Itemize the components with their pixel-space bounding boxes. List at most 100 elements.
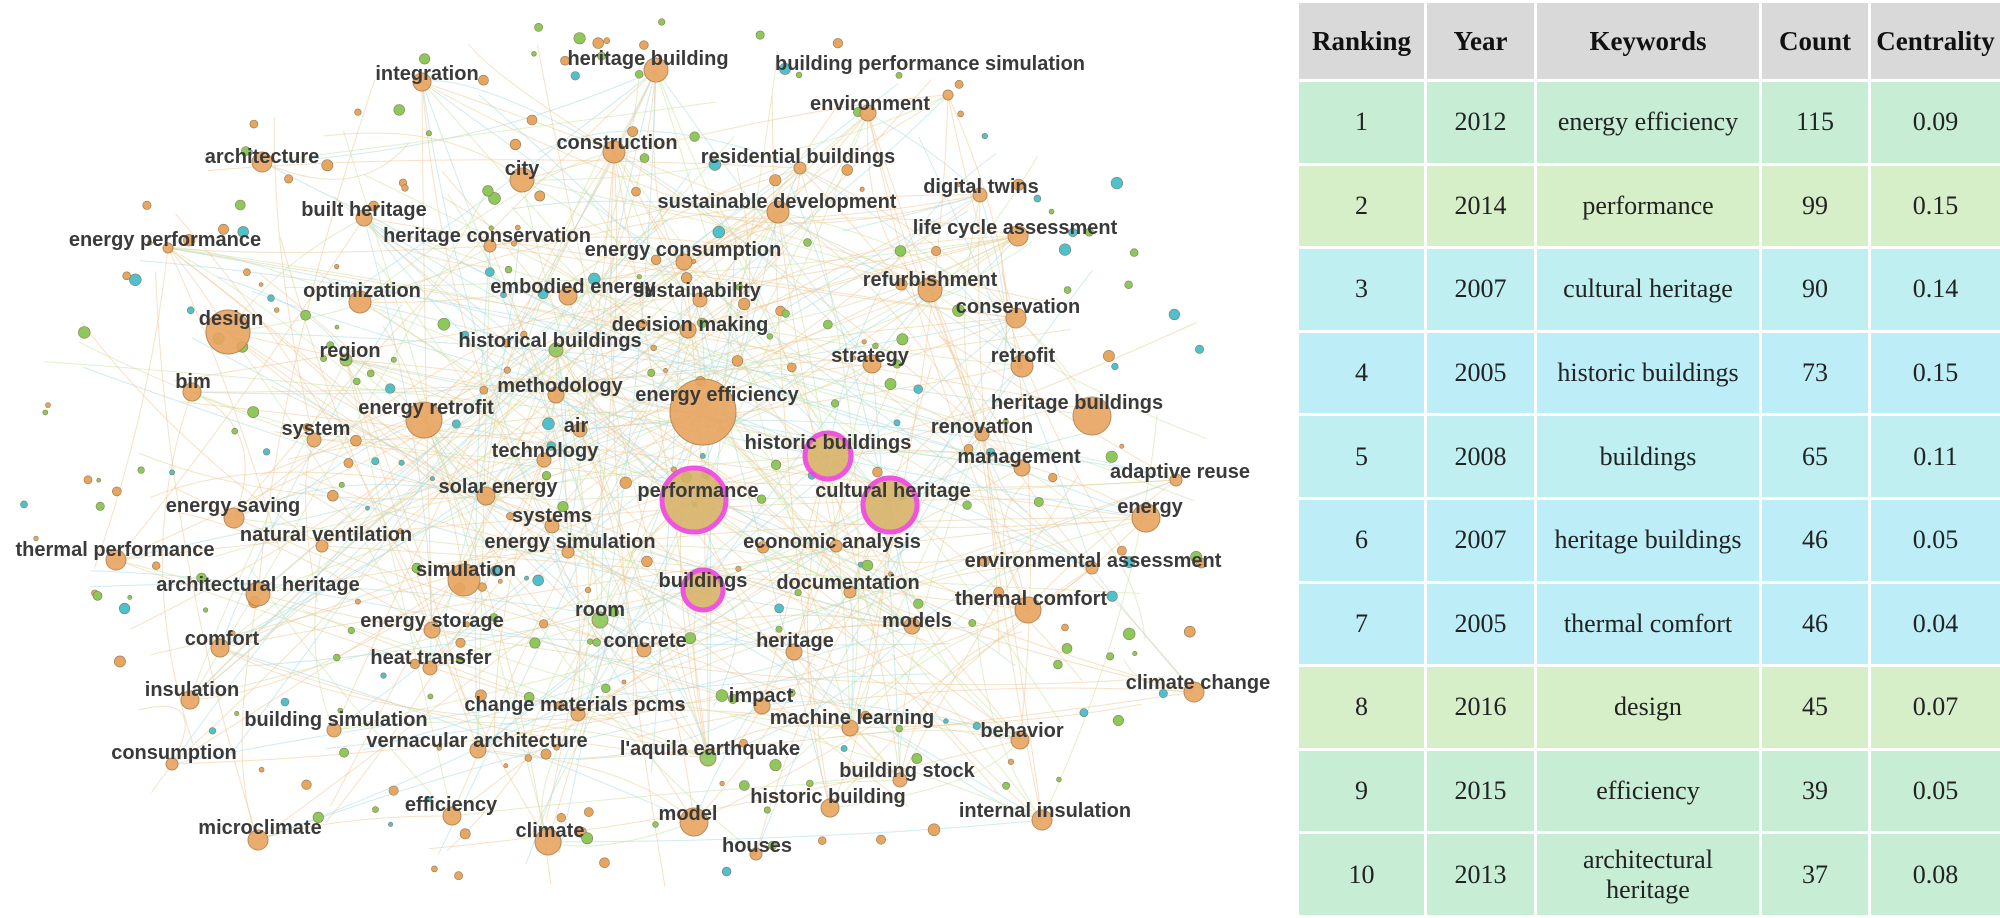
keyword-label: architecture [205, 146, 320, 168]
keyword-label: climate change [1126, 672, 1271, 694]
network-minor-node [851, 355, 857, 361]
keyword-node [785, 643, 803, 661]
keyword-label: models [882, 610, 952, 632]
network-minor-node [555, 700, 565, 710]
cell-keyword: architectural heritage [1537, 834, 1759, 915]
keyword-label: embodied energy [490, 276, 656, 298]
network-edge [302, 609, 709, 759]
network-edge [151, 763, 173, 793]
keyword-label: renovation [931, 416, 1033, 438]
table-row: 3 2007 cultural heritage 90 0.14 [1299, 249, 2000, 330]
cell-ranking: 6 [1299, 499, 1424, 581]
network-edge [650, 261, 685, 774]
network-edge [171, 673, 931, 765]
network-minor-node [537, 288, 549, 300]
network-edge [284, 235, 1019, 289]
network-minor-node [952, 304, 965, 317]
network-minor-node [601, 683, 611, 693]
network-minor-node [343, 458, 354, 468]
keyword-label: refurbishment [863, 269, 998, 291]
network-edge [363, 217, 695, 501]
keyword-label: thermal comfort [955, 588, 1108, 610]
network-minor-node [488, 192, 501, 205]
keyword-label: air [564, 415, 589, 437]
network-edge [599, 619, 709, 759]
network-canvas: heritage building building performance si… [16, 18, 1271, 887]
keyword-node [447, 563, 481, 597]
network-minor-node [981, 133, 988, 140]
network-minor-node [860, 710, 871, 721]
network-edge [219, 210, 969, 649]
keyword-label: energy retrofit [358, 397, 494, 419]
network-edge [227, 331, 913, 627]
network-edge [175, 213, 433, 631]
network-minor-node [553, 743, 560, 751]
network-minor-node [284, 174, 294, 184]
network-minor-node [241, 146, 251, 156]
network-minor-node [455, 637, 466, 648]
cell-ranking: 7 [1299, 583, 1424, 665]
network-edge [189, 83, 899, 701]
network-minor-node [235, 199, 246, 211]
network-edge [799, 167, 860, 729]
network-minor-node [841, 164, 853, 176]
network-edge [359, 151, 615, 303]
keyword-cooccurrence-network: heritage building building performance si… [16, 18, 1271, 887]
network-minor-node [708, 158, 722, 171]
network-minor-node [20, 500, 28, 509]
network-minor-node [78, 326, 91, 339]
network-minor-node [884, 378, 897, 390]
network-edge [835, 545, 1022, 563]
network-minor-node [1048, 472, 1058, 483]
network-minor-node [267, 294, 275, 302]
network-edge [806, 455, 831, 809]
network-edge [555, 56, 642, 351]
network-minor-node [779, 63, 791, 75]
keyword-node [1085, 561, 1099, 575]
keyword-label: internal insulation [959, 800, 1131, 822]
network-minor-node [1132, 650, 1138, 656]
network-edge [867, 112, 1029, 611]
network-minor-node [627, 126, 639, 138]
keyword-label: systems [512, 505, 592, 527]
network-edge [257, 167, 801, 595]
network-edge [150, 471, 487, 498]
keyword-label: residential buildings [701, 146, 895, 168]
network-minor-node [817, 836, 827, 845]
network-edge [793, 565, 1093, 653]
cell-keyword: heritage buildings [1537, 499, 1759, 581]
network-minor-node [680, 272, 693, 284]
network-minor-node [570, 71, 580, 81]
keyword-label: retrofit [991, 345, 1056, 367]
keyword-node [326, 722, 342, 738]
network-minor-node [689, 131, 700, 142]
network-edge [115, 498, 1069, 561]
cell-centrality: 0.05 [1871, 499, 2000, 581]
network-minor-node [366, 369, 375, 378]
network-minor-node [1111, 362, 1119, 371]
network-minor-node [1103, 350, 1115, 362]
network-edge [777, 211, 1023, 367]
network-edge [181, 401, 1147, 519]
keyword-label: energy storage [360, 610, 503, 632]
keyword-label: sustainable development [658, 191, 897, 213]
network-edge [606, 624, 913, 721]
network-minor-node [735, 565, 742, 572]
keyword-node [643, 57, 669, 83]
network-edge [189, 545, 837, 701]
network-minor-node [142, 200, 152, 210]
network-edge [555, 349, 590, 715]
cell-year: 2013 [1427, 834, 1534, 915]
network-minor-node [152, 561, 161, 570]
network-minor-node [504, 265, 513, 274]
keyword-label: digital twins [923, 176, 1039, 198]
keyword-label: environmental assessment [965, 550, 1222, 572]
network-edge [849, 479, 1177, 593]
network-edge [599, 619, 645, 665]
keyword-node [829, 539, 843, 553]
keyword-label: buildings [659, 570, 748, 592]
network-keyword-labels: heritage building building performance si… [16, 48, 1271, 857]
network-edge [257, 499, 695, 841]
network-edge [421, 81, 553, 527]
cell-centrality: 0.15 [1871, 165, 2000, 247]
